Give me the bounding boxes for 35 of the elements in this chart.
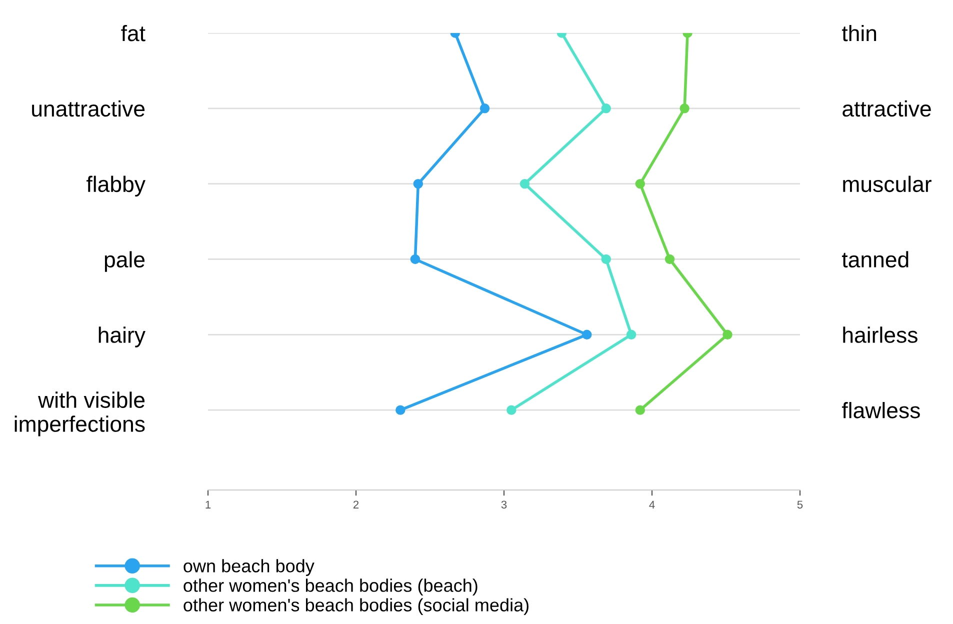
point	[664, 254, 675, 264]
point	[506, 405, 516, 415]
y-tick-label: hairy	[98, 326, 146, 348]
x-tick-label: 2	[353, 500, 359, 508]
legend-label: other women's beach bodies (beach)	[184, 578, 478, 596]
point	[680, 104, 690, 114]
point	[601, 254, 611, 264]
legend-label: own beach body	[184, 559, 314, 576]
point	[480, 104, 490, 114]
y2-tick-label: muscular	[843, 176, 932, 192]
point	[635, 178, 646, 189]
x-tick-label: 3	[501, 500, 507, 509]
y-tick-label: pale	[104, 251, 145, 272]
point	[410, 254, 420, 264]
x-tick-label: 5	[797, 500, 803, 509]
y-tick-label: flabby	[86, 176, 146, 196]
y2-tick-label: thin	[842, 24, 876, 42]
legend-label: other women's beach bodies (social media)	[184, 598, 528, 616]
point	[520, 178, 530, 189]
x-tick-label: 1	[206, 500, 211, 508]
y-tick-label: with visible imperfections	[14, 392, 145, 436]
y2-tick-label: flawless	[842, 402, 920, 418]
x-tick-label: 4	[649, 500, 655, 508]
y2-tick-label: attractive	[842, 100, 931, 117]
y-tick-label: unattractive	[32, 100, 145, 117]
point	[601, 104, 611, 114]
point	[722, 330, 732, 340]
point	[635, 405, 646, 415]
point	[413, 178, 424, 189]
y-tick-label: fat	[121, 24, 146, 42]
point	[396, 405, 406, 415]
point	[626, 330, 636, 340]
point	[582, 330, 592, 340]
y2-tick-label: tanned	[842, 251, 908, 268]
y2-tick-label: hairless	[843, 326, 918, 343]
